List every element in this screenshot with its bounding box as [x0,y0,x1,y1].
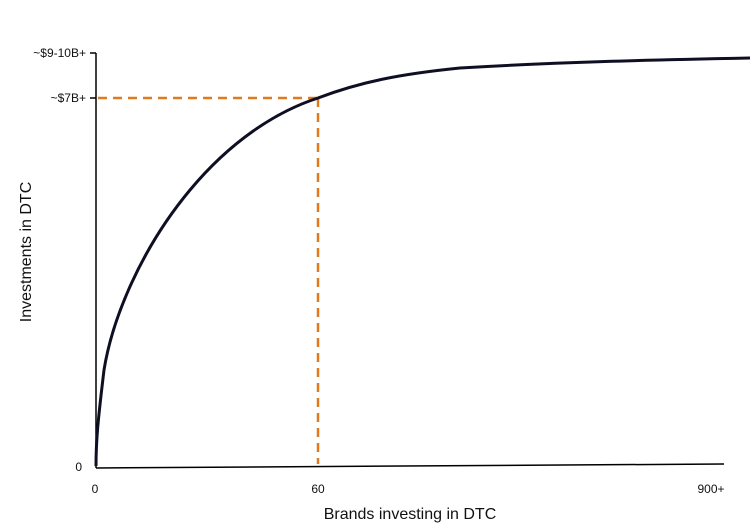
x-tick-label-60: 60 [311,482,325,496]
highlight-guides [98,96,320,464]
y-tick-label-zero: 0 [75,460,82,474]
investment-curve [94,56,750,467]
x-axis-title: Brands investing in DTC [324,506,497,523]
x-tick-label-zero: 0 [92,482,99,496]
y-tick-label-top: ~$9-10B+ [33,46,86,60]
x-tick-label-900: 900+ [697,482,724,496]
y-tick-label-7b: ~$7B+ [51,91,86,105]
y-axis-title: Investments in DTC [18,182,35,322]
x-axis [95,463,725,469]
